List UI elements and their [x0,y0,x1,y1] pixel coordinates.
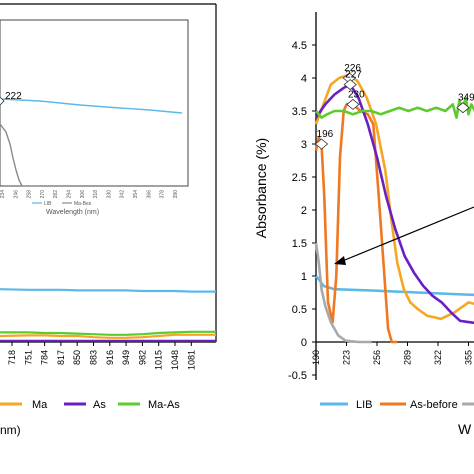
inset-annotation-label: 222 [5,91,22,102]
left-x-tick-label: 718 [7,350,17,365]
left-x-tick-label: 1048 [170,350,180,370]
inset-x-tick-label: 318 [93,190,99,199]
legend-label-as: As [93,399,106,411]
series-line-2 [314,242,372,344]
right-y-ticks: -0.5 0 0.5 1 1.5 2 2.5 3 3.5 4 4.5 [288,40,316,382]
x-tick-label: 223 [342,350,352,365]
x-tick-label: 322 [433,350,443,365]
right-x-axis-label: W [458,421,472,437]
arrow-annotation [334,206,474,265]
left-x-tick-label: 1081 [186,350,196,370]
inset-x-tick-label: 354 [133,190,139,199]
inset-x-tick-label: 270 [40,190,46,199]
annotation-label: 226 [344,63,361,74]
left-x-tick-label: 817 [56,350,66,365]
annotation-label: 227 [345,70,362,81]
annotation-label: 230 [348,89,365,100]
y-tick-label: 4 [301,73,307,85]
inset-annotation-marker [0,96,5,106]
legend-label-as-before: As-before [410,399,458,411]
y-tick-label: 2.5 [292,172,307,184]
right-x-ticks: 190223256289322355388421454487520 [311,342,474,365]
left-panel: 718 751 784 817 850 883 916 949 982 1015 1048 1081 … [0,3,217,437]
y-tick-label: 0.5 [292,304,307,316]
inset-legend-label-mabes: Ma-Bes [74,201,92,207]
inset-x-tick-label: 342 [120,190,126,199]
left-x-tick-label: 883 [89,350,99,365]
inset-x-axis-label: Wavelength (nm) [46,209,99,216]
annotation-label: 196 [317,129,334,140]
left-x-ticks: 718 751 784 817 850 883 916 949 982 1015 1048 1081 [7,342,196,370]
series-line-0 [315,275,474,297]
left-series-group [0,288,216,342]
inset-chart: 222 234 246 258 270 282 294 306 318 330 342 354 366… [0,19,189,216]
y-tick-label: 1 [301,271,307,283]
left-series-line-3 [0,330,216,336]
inset-x-tick-label: 234 [0,190,6,199]
y-tick-label: 2 [301,205,307,217]
inset-legend: LIB Ma-Bes [32,201,92,207]
y-tick-label: 0 [301,337,307,349]
left-x-tick-label: 784 [40,350,50,365]
y-tick-label: 3.5 [292,106,307,118]
y-tick-label: 1.5 [292,238,307,250]
left-x-tick-label: 850 [72,350,82,365]
inset-series-group: 222 [0,91,183,187]
left-legend: Ma As Ma-As [0,399,180,411]
legend-label-ma: Ma [32,399,48,411]
inset-x-tick-label: 330 [106,190,112,199]
x-tick-label: 256 [372,350,382,365]
legend-label-ma-as: Ma-As [148,399,180,411]
arrow-shaft [339,206,474,263]
inset-legend-label-lib: LIB [44,201,52,207]
series-line-1 [314,103,398,344]
x-tick-label: 355 [464,350,474,365]
legend-label-lib: LIB [356,399,373,411]
right-series-group [314,73,474,344]
right-panel: Absorbance (%) -0.500.511.522.533.544.5 … [253,12,474,437]
left-x-tick-label: 751 [23,350,33,365]
y-tick-label: 3 [301,139,307,151]
annotation-marker [314,138,329,150]
annotation-label: 349 [458,93,474,104]
inset-x-tick-label: 246 [13,190,19,199]
inset-x-tick-label: 378 [160,190,166,199]
inset-x-ticks: 234 246 258 270 282 294 306 318 330 342 354 366 378 3… [0,190,179,199]
inset-series-line-lib [0,98,183,114]
left-x-tick-label: 916 [105,350,115,365]
inset-x-tick-label: 294 [67,190,73,199]
right-annotations: 2262272301963494013875 [314,63,474,150]
right-legend: LIB As-before [320,399,474,411]
inset-x-tick-label: 282 [53,190,59,199]
left-x-tick-label: 1015 [154,350,164,370]
annotation-marker [346,98,360,110]
inset-frame [0,19,189,187]
inset-x-tick-label: 258 [27,190,33,199]
right-y-axis-label: Absorbance (%) [253,138,269,238]
left-x-tick-label: 949 [121,350,131,365]
left-x-tick-label: 982 [137,350,147,365]
inset-x-tick-label: 366 [146,190,152,199]
left-series-line-1 [0,333,216,339]
series-line-4 [314,83,474,325]
y-tick-label: 4.5 [292,40,307,52]
x-tick-label: 289 [403,350,413,365]
inset-x-tick-label: 390 [173,190,179,199]
inset-series-line-gray [0,123,40,187]
y-tick-label: -0.5 [288,370,307,382]
left-series-line-0 [0,288,216,293]
inset-x-tick-label: 306 [80,190,86,199]
left-x-axis-label: nm) [0,423,21,437]
annotation-marker [456,102,470,114]
annotation-marker [343,79,357,91]
arrow-head [334,256,346,265]
